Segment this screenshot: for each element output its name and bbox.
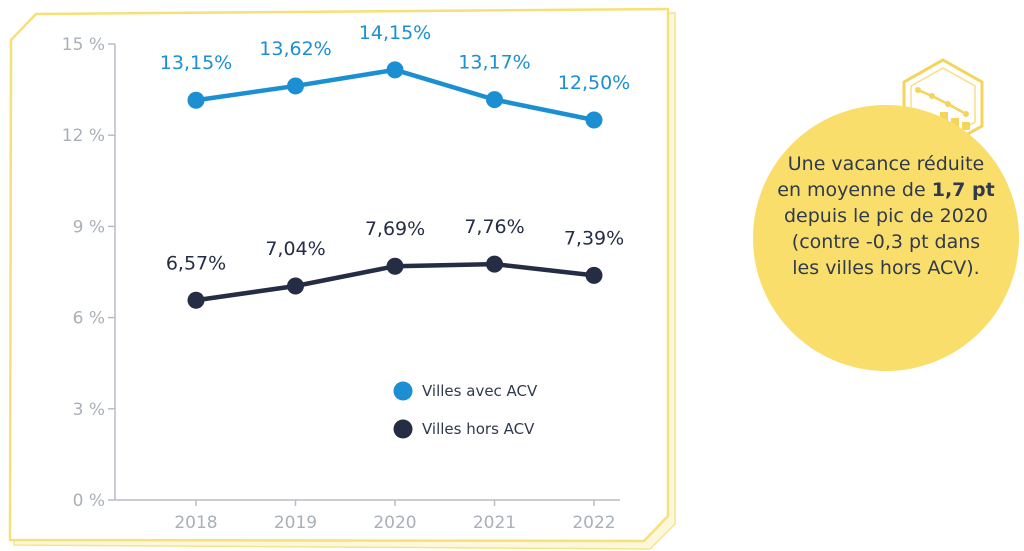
callout-text: Une vacance réduite en moyenne de 1,7 pt… [777, 151, 995, 281]
legend-label: Villes hors ACV [422, 420, 535, 438]
data-point [187, 291, 205, 309]
data-point [585, 111, 603, 129]
y-tick-label: 6 % [73, 309, 105, 329]
y-tick-label: 9 % [73, 217, 105, 237]
chart-panel: 0 % 3 % 6 % 9 % 12 % 15 % 2018 2019 2020 2021 2022… [8, 7, 676, 550]
data-point [486, 91, 503, 109]
callout-text-bold: 1,7 pt [931, 179, 995, 201]
callout-bubble: Une vacance réduite en moyenne de 1,7 pt… [753, 105, 1019, 371]
x-tick-label: 2018 [174, 513, 217, 533]
data-label: 13,15% [160, 52, 232, 74]
callout-text-before: Une vacance réduite en moyenne de [777, 153, 985, 201]
x-tick-label: 2022 [572, 513, 615, 533]
legend-marker [393, 381, 413, 401]
y-tick-label: 0 % [73, 491, 105, 511]
x-tick-label: 2020 [373, 513, 416, 533]
x-tick-label: 2019 [274, 513, 317, 533]
data-point [585, 266, 603, 284]
data-point [287, 277, 304, 295]
chart-frame [8, 7, 676, 550]
x-tick-label: 2021 [473, 513, 516, 533]
data-point [486, 255, 503, 273]
data-point [287, 77, 304, 95]
y-tick-label: 15 % [62, 35, 105, 55]
line-chart: 0 % 3 % 6 % 9 % 12 % 15 % 2018 2019 2020 2021 2022… [8, 7, 676, 550]
data-label: 13,17% [458, 52, 530, 74]
legend-marker [393, 419, 413, 439]
data-label: 6,57% [166, 252, 226, 274]
data-label: 14,15% [359, 22, 431, 44]
data-label: 7,69% [365, 218, 425, 240]
series-1: 13,15% 13,62% 14,15% 13,17% 12,50% [160, 22, 630, 129]
series-layer: 13,15% 13,62% 14,15% 13,17% 12,50% 6,57% 7,04%… [160, 22, 630, 309]
legend: Villes avec ACV Villes hors ACV [393, 381, 538, 439]
y-tick-label: 3 % [73, 400, 105, 420]
legend-label: Villes avec ACV [422, 382, 538, 400]
axes: 0 % 3 % 6 % 9 % 12 % 15 % 2018 2019 2020 2021 2022 [62, 35, 620, 533]
frame-border [8, 7, 670, 543]
y-tick-label: 12 % [62, 126, 105, 146]
data-label: 7,04% [265, 238, 325, 260]
data-point [187, 91, 205, 109]
callout-text-after: depuis le pic de 2020 (contre -0,3 pt da… [783, 205, 989, 279]
data-point [386, 61, 404, 79]
data-label: 12,50% [558, 72, 630, 94]
data-label: 7,76% [464, 216, 524, 238]
series-2: 6,57% 7,04% 7,69% 7,76% 7,39% [166, 216, 624, 309]
data-label: 13,62% [259, 38, 331, 60]
data-point [386, 257, 404, 275]
data-label: 7,39% [564, 227, 624, 249]
